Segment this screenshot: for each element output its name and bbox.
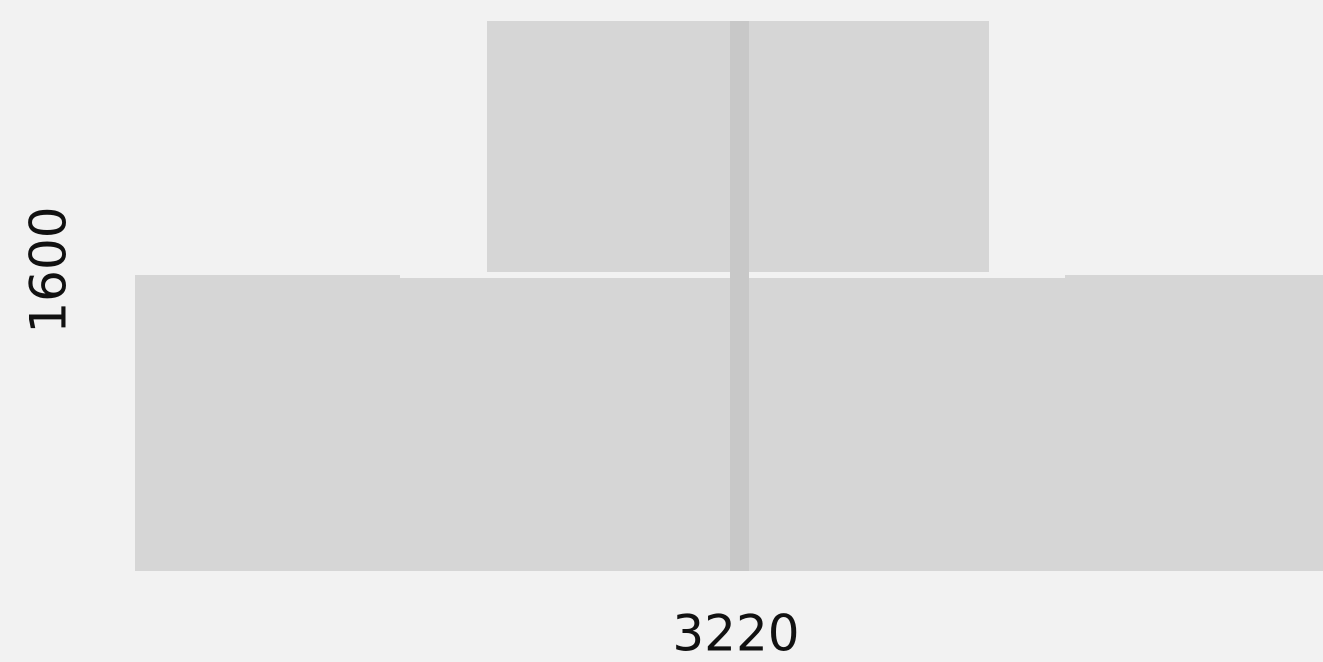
width-label: 3220 — [672, 605, 799, 662]
lower-left-block — [135, 275, 400, 571]
center-strip — [730, 21, 749, 571]
height-label: 1600 — [20, 206, 78, 333]
lower-right-block — [1065, 275, 1323, 571]
